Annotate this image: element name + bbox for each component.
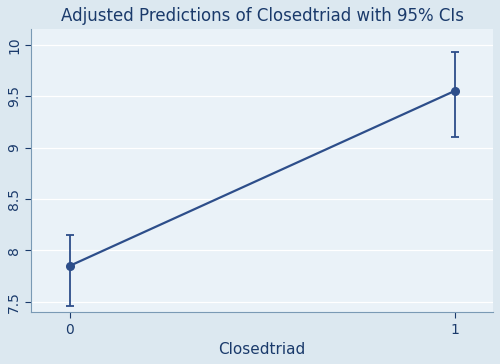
Title: Adjusted Predictions of Closedtriad with 95% CIs: Adjusted Predictions of Closedtriad with…	[60, 7, 464, 25]
X-axis label: Closedtriad: Closedtriad	[218, 342, 306, 357]
